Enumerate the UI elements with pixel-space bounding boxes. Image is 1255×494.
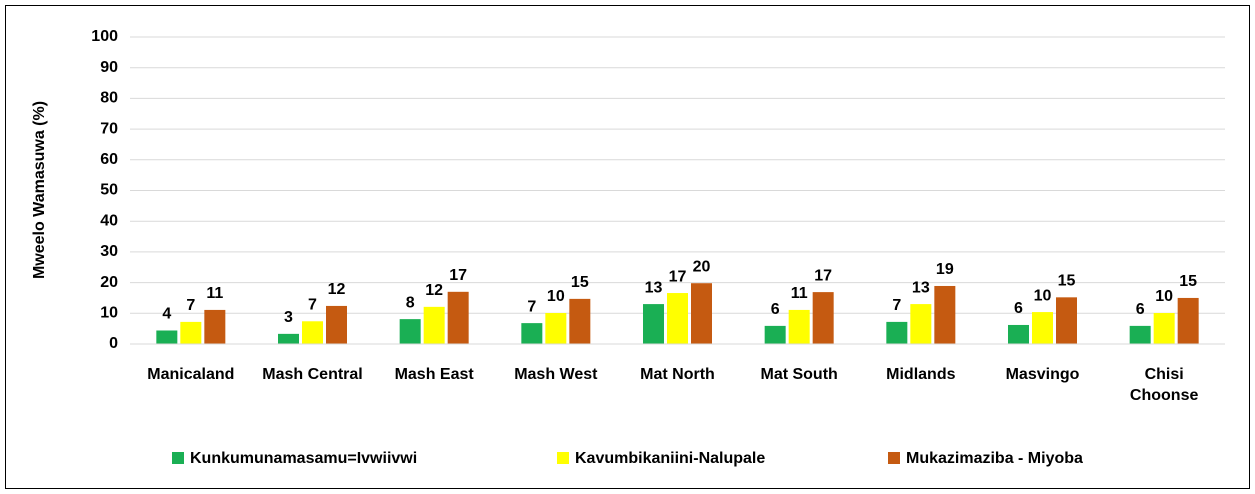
legend-swatch [888, 452, 900, 464]
bar [812, 292, 834, 344]
data-label: 13 [912, 279, 930, 296]
x-tick-label: Mash East [394, 366, 474, 383]
data-label: 17 [449, 267, 467, 284]
y-tick-label: 100 [91, 28, 118, 45]
y-axis-title: Mweelo Wamasuwa (%) [31, 101, 48, 279]
y-tick-label: 30 [100, 243, 118, 260]
legend-label: Kavumbikaniini-Nalupale [575, 450, 765, 467]
data-label: 6 [1136, 301, 1145, 318]
data-label: 20 [693, 258, 711, 275]
x-tick-label: Chisi Choonse [1129, 366, 1199, 404]
bar [886, 321, 908, 344]
x-tick-label: Mash Central [262, 366, 363, 383]
bar [643, 304, 664, 344]
bar [204, 309, 226, 344]
x-tick-label: Mat North [640, 366, 715, 383]
bar [934, 285, 956, 344]
y-tick-label: 90 [100, 59, 118, 76]
bar [764, 325, 786, 344]
bar [1177, 297, 1199, 344]
data-label: 17 [814, 267, 832, 284]
data-label: 15 [1179, 273, 1197, 290]
data-label: 7 [892, 297, 901, 314]
legend-label: Kunkumunamasamu=Ivwiivwi [190, 450, 417, 467]
bar [278, 333, 299, 344]
data-label: 8 [406, 294, 415, 311]
y-tick-label: 40 [100, 212, 118, 229]
bar [691, 283, 712, 344]
y-tick-label: 0 [109, 335, 118, 352]
bar [910, 304, 932, 344]
bar [326, 305, 347, 344]
bar [788, 309, 810, 344]
bar [1056, 297, 1077, 344]
chart-border [5, 5, 1250, 489]
data-label: 3 [284, 309, 293, 326]
legend-label: Mukazimaziba - Miyoba [906, 450, 1083, 467]
bar [302, 321, 323, 344]
x-tick-label: Masvingo [1005, 366, 1080, 383]
data-label: 12 [425, 282, 443, 299]
data-label: 10 [1034, 287, 1052, 304]
y-tick-label: 10 [100, 305, 118, 322]
data-label: 17 [669, 268, 687, 285]
data-label: 12 [328, 281, 346, 298]
bar [667, 293, 688, 344]
y-tick-label: 50 [100, 182, 118, 199]
data-label: 10 [1155, 288, 1173, 305]
data-label: 19 [936, 261, 954, 278]
y-tick-label: 80 [100, 90, 118, 107]
bar [1008, 324, 1029, 344]
bar [1129, 325, 1151, 344]
data-label: 11 [791, 285, 808, 302]
legend-swatch [557, 452, 569, 464]
y-tick-label: 20 [100, 274, 118, 291]
x-tick-label: Mat South [760, 366, 838, 383]
x-tick-label: Manicaland [147, 366, 235, 383]
data-label: 4 [162, 306, 171, 323]
legend-swatch [172, 452, 184, 464]
bar [521, 323, 543, 344]
data-label: 7 [308, 297, 317, 314]
bar [447, 291, 469, 344]
data-label: 11 [206, 285, 223, 302]
bar [399, 319, 421, 344]
bar [423, 306, 445, 344]
data-label: 6 [1014, 300, 1023, 317]
bar [545, 312, 567, 344]
bar [569, 298, 591, 344]
y-tick-label: 70 [100, 120, 118, 137]
bar [1032, 312, 1053, 344]
x-tick-label: Midlands [886, 366, 956, 383]
bar [1153, 312, 1175, 344]
bar [156, 330, 178, 344]
data-label: 7 [527, 298, 536, 315]
data-label: 15 [1058, 273, 1076, 290]
y-tick-label: 60 [100, 151, 118, 168]
x-tick-label: Mash West [514, 366, 598, 383]
bar [180, 321, 202, 344]
data-label: 7 [186, 297, 195, 314]
data-label: 13 [645, 279, 663, 296]
data-label: 10 [547, 288, 565, 305]
data-label: 6 [771, 301, 780, 318]
data-label: 15 [571, 274, 589, 291]
